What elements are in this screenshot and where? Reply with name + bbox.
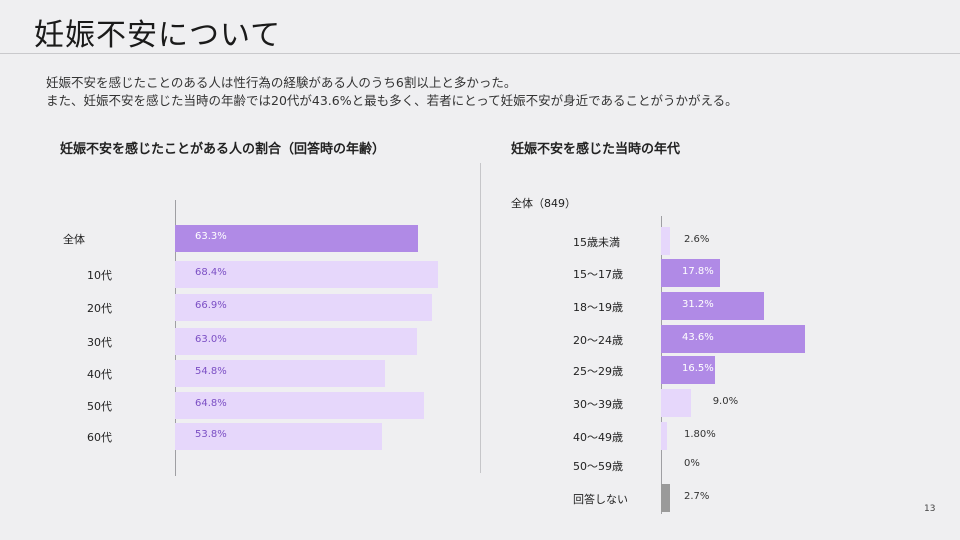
category-label: 30～39歳 bbox=[573, 398, 623, 411]
bar bbox=[175, 260, 438, 288]
bar bbox=[661, 259, 720, 287]
category-label: 40代 bbox=[87, 368, 112, 381]
category-label: 回答しない bbox=[573, 493, 628, 506]
category-label: 60代 bbox=[87, 431, 112, 444]
category-label: 10代 bbox=[87, 269, 112, 282]
intro-line-1: 妊娠不安を感じたことのある人は性行為の経験がある人のうち6割以上と多かった。 bbox=[46, 75, 517, 90]
bar bbox=[175, 359, 386, 387]
left-chart-title: 妊娠不安を感じたことがある人の割合（回答時の年齢） bbox=[60, 142, 386, 157]
value-label: 43.6% bbox=[682, 332, 714, 343]
category-label: 40～49歳 bbox=[573, 431, 623, 444]
value-label: 31.2% bbox=[682, 299, 714, 310]
category-label: 50～59歳 bbox=[573, 460, 623, 473]
value-label: 1.80% bbox=[684, 429, 716, 440]
value-label: 16.5% bbox=[682, 363, 714, 374]
bar bbox=[175, 391, 424, 419]
page-title: 妊娠不安について bbox=[34, 18, 282, 53]
category-label: 25～29歳 bbox=[573, 365, 623, 378]
category-label: 20代 bbox=[87, 302, 112, 315]
value-label: 63.0% bbox=[195, 334, 227, 345]
bar bbox=[661, 227, 670, 255]
category-label: 15～17歳 bbox=[573, 268, 623, 281]
bar bbox=[661, 389, 691, 417]
bar bbox=[175, 327, 417, 355]
bar bbox=[661, 356, 716, 384]
bar bbox=[175, 422, 382, 450]
chart-divider bbox=[480, 163, 481, 473]
value-label: 2.7% bbox=[684, 491, 710, 502]
category-label: 50代 bbox=[87, 400, 112, 413]
right-chart-title: 妊娠不安を感じた当時の年代 bbox=[511, 142, 681, 157]
value-label: 66.9% bbox=[195, 300, 227, 311]
value-label: 68.4% bbox=[195, 267, 227, 278]
category-label: 15歳未満 bbox=[573, 236, 620, 249]
bar bbox=[661, 484, 670, 512]
bar bbox=[661, 292, 764, 320]
bar bbox=[175, 224, 419, 252]
right-chart-subtitle: 全体（849） bbox=[511, 197, 576, 210]
bar bbox=[661, 422, 667, 450]
category-label: 20～24歳 bbox=[573, 334, 623, 347]
value-label: 2.6% bbox=[684, 234, 710, 245]
value-label: 54.8% bbox=[195, 366, 227, 377]
value-label: 9.0% bbox=[712, 396, 739, 407]
bar bbox=[175, 293, 432, 321]
category-label: 18～19歳 bbox=[573, 301, 623, 314]
value-label: 0% bbox=[684, 458, 700, 469]
value-label: 64.8% bbox=[195, 398, 227, 409]
page-number: 13 bbox=[924, 504, 936, 514]
value-label: 53.8% bbox=[195, 429, 227, 440]
category-label: 全体 bbox=[63, 233, 85, 246]
value-label: 63.3% bbox=[195, 231, 227, 242]
bar bbox=[661, 325, 805, 353]
intro-text: 妊娠不安を感じたことのある人は性行為の経験がある人のうち6割以上と多かった。 ま… bbox=[46, 74, 738, 110]
value-label: 17.8% bbox=[682, 266, 714, 277]
intro-line-2: また、妊娠不安を感じた当時の年齢では20代が43.6%と最も多く、若者にとって妊… bbox=[46, 93, 738, 108]
title-divider bbox=[0, 53, 960, 54]
category-label: 30代 bbox=[87, 336, 112, 349]
